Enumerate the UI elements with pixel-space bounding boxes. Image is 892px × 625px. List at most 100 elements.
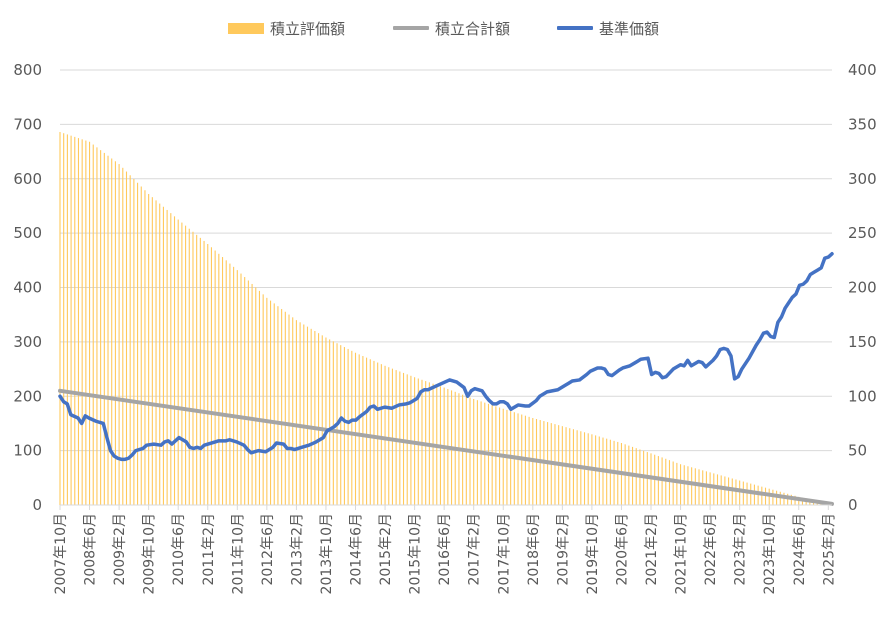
bar [118,164,120,505]
bar [129,175,131,505]
bar [683,465,685,505]
bar [210,247,212,505]
bar [753,484,755,505]
y-left-tick-label: 100 [13,442,42,460]
bar [325,337,327,505]
bar [746,482,748,505]
bar [214,250,216,505]
bar [144,190,146,506]
bar [170,213,172,505]
bar [739,480,741,505]
y-right-tick-label: 250 [848,224,877,242]
bar [702,470,704,505]
legend-label-evaluation: 積立評価額 [270,19,346,38]
bar [159,203,161,505]
bar [362,356,364,505]
bar [221,257,224,505]
y-right-tick-label: 300 [848,170,877,188]
bar [665,458,667,505]
bar [173,216,176,505]
x-tick-label: 2009年10月 [142,513,158,594]
bar [281,308,283,505]
bar [100,150,102,505]
bar [103,152,105,506]
bar [96,147,98,505]
bar [218,253,220,505]
bar [668,460,671,505]
bar [402,372,405,505]
bar [70,135,72,505]
bar [236,270,238,505]
bar [63,133,65,505]
bar [713,473,715,505]
bar [66,134,68,505]
bar [366,357,368,505]
bar [166,209,168,505]
x-tick-label: 2011年10月 [230,513,246,594]
x-tick-label: 2019年2月 [555,513,571,586]
bar [728,477,730,505]
bar [125,171,128,506]
y-right-tick-label: 350 [848,115,877,133]
bar [750,483,752,505]
x-axis: 2007年10月 2008年6月 2009年2月 2009年10月 2010年6月 201… [53,504,837,594]
bar [369,359,371,505]
bar [768,488,770,505]
y-right-tick-label: 0 [848,496,858,514]
y-left-tick-label: 700 [13,115,42,133]
line-total [58,388,834,506]
x-tick-label: 2013年10月 [319,513,335,594]
y-left-tick-label: 0 [32,496,42,514]
bar [225,260,227,505]
x-tick-label: 2009年2月 [112,513,128,586]
y-axis-right-ticks: 0 50 100 150 200 250 300 350 400 [848,61,877,514]
y-axis-left-ticks: 0 100 200 300 400 500 600 700 800 [13,61,42,514]
bar [114,161,116,505]
bar [340,345,342,505]
bar [59,131,61,506]
bar [318,333,320,505]
legend-item-total: 積立合計額 [393,16,510,40]
bar [85,140,87,506]
bar [292,317,294,505]
bar [266,297,268,505]
bar [351,350,353,505]
y-left-tick-label: 500 [13,224,42,242]
bar [155,200,157,506]
bar [77,138,80,505]
bar [277,306,279,505]
bar [672,461,674,505]
bar [262,294,264,505]
line-nav [58,252,834,462]
bar [373,360,375,505]
x-tick-label: 2017年2月 [467,513,483,586]
legend-swatch-total [393,26,429,30]
bar [137,182,139,505]
bar [148,193,150,506]
bar [776,490,778,505]
bar [716,474,719,505]
bar [207,244,209,505]
bar [694,468,696,505]
bar [680,464,682,505]
bar [314,331,316,505]
bar [203,240,205,505]
bar [244,277,246,505]
bar [133,179,135,505]
bar [92,144,94,505]
bar [192,231,194,505]
bar [384,365,386,505]
bar [233,266,235,505]
x-tick-label: 2015年10月 [408,513,424,594]
legend-item-evaluation: 積立評価額 [228,16,345,40]
bar [181,222,183,505]
y-right-tick-label: 50 [848,442,867,460]
bar [772,489,774,505]
bar [377,362,379,505]
x-tick-label: 2021年2月 [644,513,660,586]
y-right-tick-label: 150 [848,333,877,351]
bar [255,287,257,505]
bar [657,456,659,505]
bar [185,225,187,505]
